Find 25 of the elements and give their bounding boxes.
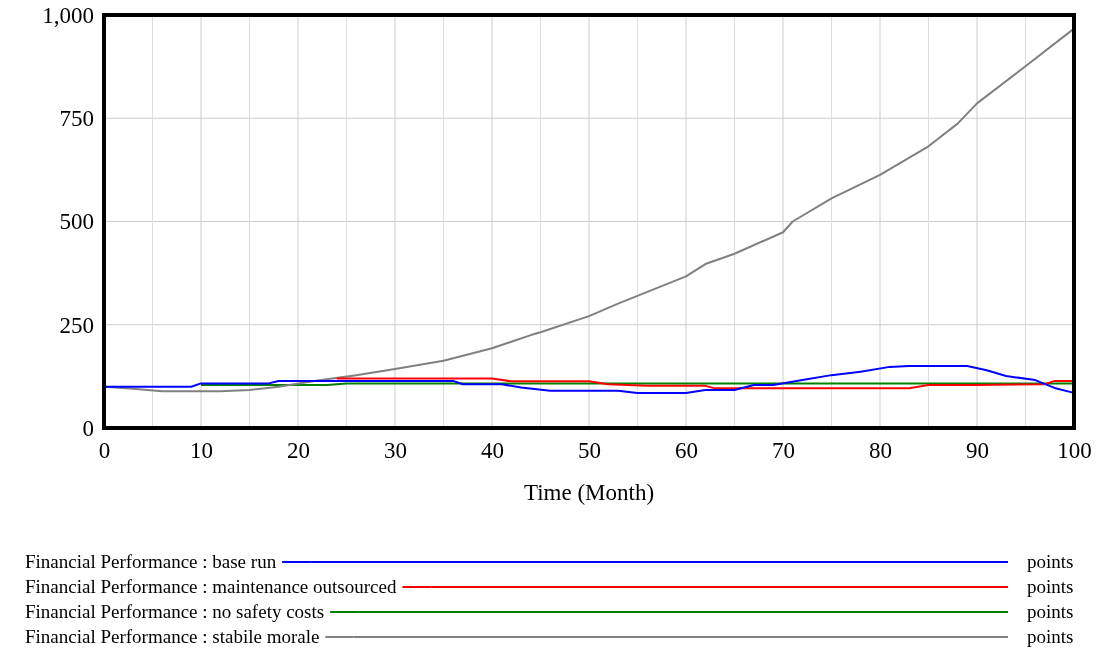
x-tick-label: 50 bbox=[578, 438, 601, 464]
text: points bbox=[1027, 576, 1074, 597]
y-tick-label: 750 bbox=[59, 106, 94, 132]
y-tick-label: 500 bbox=[59, 209, 94, 235]
y-tick-label: 1,000 bbox=[42, 2, 94, 28]
x-tick-label: 70 bbox=[772, 438, 795, 464]
x-tick-label: 80 bbox=[869, 438, 892, 464]
x-tick-label: 0 bbox=[98, 438, 111, 464]
legend-label: Financial Performance : no safety costs bbox=[25, 601, 325, 622]
x-tick-label: 100 bbox=[1057, 438, 1092, 464]
x-tick-label: 20 bbox=[287, 438, 310, 464]
y-tick-label: 250 bbox=[59, 312, 94, 338]
y-tick-label: 0 bbox=[82, 415, 94, 441]
x-axis-title: Time (Month) bbox=[523, 480, 655, 505]
legend-label: Financial Performance : maintenance outsourced bbox=[25, 576, 397, 597]
text: points bbox=[1027, 601, 1074, 622]
x-tick-label: 60 bbox=[675, 438, 698, 464]
x-tick-label: 30 bbox=[384, 438, 407, 464]
x-tick-label: 40 bbox=[481, 438, 504, 464]
x-tick-label: 10 bbox=[190, 438, 213, 464]
legend-label: Financial Performance : base run bbox=[25, 551, 277, 572]
text: points bbox=[1027, 551, 1074, 572]
x-tick-label: 90 bbox=[966, 438, 989, 464]
legend-label: Financial Performance : stabile morale bbox=[25, 626, 320, 647]
text: points bbox=[1027, 626, 1074, 647]
